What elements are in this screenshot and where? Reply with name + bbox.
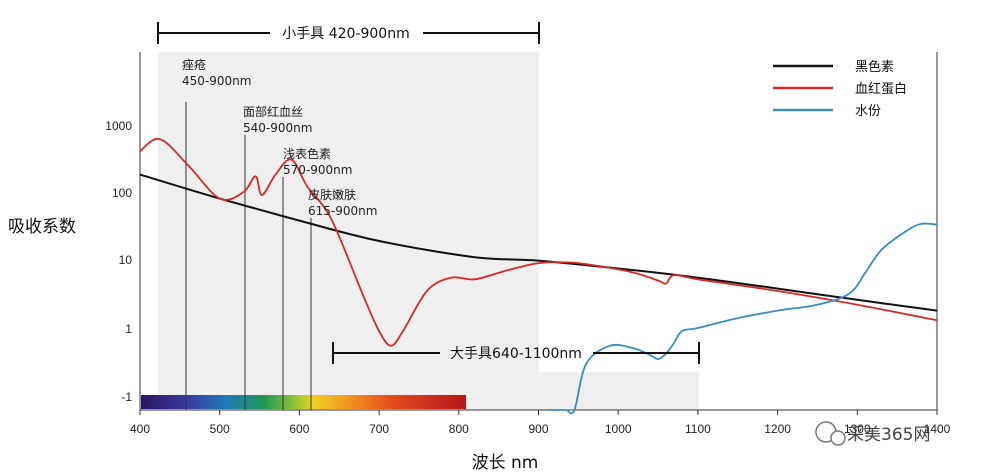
legend: 黑色素 血红蛋白 水份 — [773, 59, 907, 119]
watermark: 采美365网 — [815, 421, 930, 446]
y-tick-label: 100 — [112, 186, 132, 200]
x-tick-label: 1300 — [844, 422, 871, 436]
legend-label-melanin: 黑色素 — [855, 59, 894, 75]
annotation-rejuvenation-label: 皮肤嫩肤 — [308, 187, 356, 202]
x-tick-label: 500 — [210, 422, 230, 436]
annotation-pigment-range: 570-900nm — [283, 163, 352, 177]
watermark-text: 采美365网 — [847, 425, 930, 445]
y-tick-label: 10 — [119, 253, 133, 267]
bracket-large-handpiece: 大手具640-1100nm — [332, 342, 700, 364]
annotation-rejuvenation-range: 615-900nm — [308, 204, 377, 218]
annotation-acne-label: 痤疮 — [182, 57, 206, 72]
y-tick-label: -1 — [121, 390, 132, 404]
series-line-water — [546, 222, 938, 415]
chat-bubble-icon-small — [830, 430, 846, 446]
bracket-large-label: 大手具640-1100nm — [450, 346, 582, 362]
x-tick-label: 1100 — [685, 422, 711, 436]
band-small-handpiece — [158, 52, 539, 410]
x-axis-label: 波长 nm — [472, 453, 539, 473]
y-axis-label: 吸收系数 — [8, 217, 76, 237]
x-tick-label: 900 — [528, 422, 548, 436]
legend-label-hemoglobin: 血红蛋白 — [855, 81, 907, 97]
x-tick-label: 800 — [449, 422, 469, 436]
x-tick-label: 1200 — [764, 422, 791, 436]
annotation-redness-label: 面部红血丝 — [243, 104, 303, 119]
x-tick-group: 400 500 600 700 800 900 1000 1100 1200 1300 1400 — [130, 410, 951, 436]
legend-label-water: 水份 — [855, 104, 881, 119]
series-line-melanin — [139, 173, 938, 312]
bracket-small-handpiece: 小手具 420-900nm — [157, 22, 540, 44]
series-line-hemoglobin — [139, 137, 938, 347]
x-tick-label: 1400 — [924, 422, 951, 436]
x-tick-label: 600 — [289, 422, 309, 436]
x-tick-label: 400 — [130, 422, 150, 436]
annotation-acne-range: 450-900nm — [182, 74, 251, 88]
visible-spectrum-bar — [141, 395, 466, 409]
x-tick-label: 1000 — [605, 422, 632, 436]
bracket-small-label: 小手具 420-900nm — [282, 26, 409, 42]
annotation-redness-range: 540-900nm — [243, 121, 312, 135]
annotation-pigment-label: 浅表色素 — [283, 147, 331, 161]
y-tick-label: 1 — [125, 322, 132, 336]
y-tick-label: 1000 — [105, 119, 132, 133]
x-tick-label: 700 — [369, 422, 389, 436]
